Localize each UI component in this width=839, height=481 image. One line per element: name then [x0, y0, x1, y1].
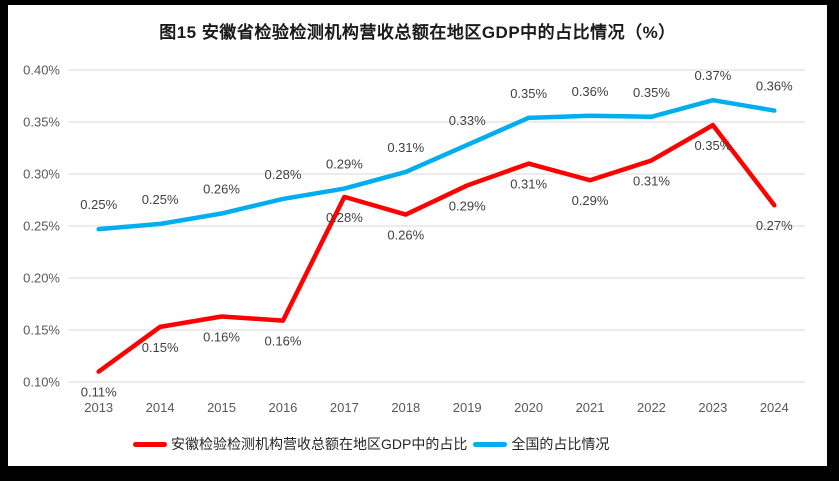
x-axis-tick-label: 2017 — [330, 400, 359, 415]
x-axis-tick-label: 2019 — [453, 400, 482, 415]
x-axis-tick-label: 2014 — [146, 400, 175, 415]
y-axis-tick-label: 0.15% — [23, 323, 60, 338]
y-axis-tick-label: 0.30% — [23, 167, 60, 182]
x-axis-tick-label: 2018 — [391, 400, 420, 415]
data-label-anhui: 0.26% — [387, 228, 424, 243]
data-label-anhui: 0.11% — [81, 385, 117, 400]
chart-canvas: 图15 安徽省检验检测机构营收总额在地区GDP中的占比情况（%） 0.10% 0.… — [8, 5, 827, 466]
legend-label-national: 全国的占比情况 — [511, 436, 610, 452]
series-line-anhui — [96, 122, 777, 374]
data-label-national: 0.26% — [203, 182, 240, 197]
x-axis-tick-label: 2024 — [760, 400, 789, 415]
data-label-national: 0.25% — [142, 192, 179, 207]
data-label-national: 0.35% — [633, 85, 670, 100]
data-label-anhui: 0.29% — [449, 198, 486, 213]
data-label-national: 0.31% — [387, 140, 424, 155]
x-axis-tick-label: 2020 — [514, 400, 543, 415]
x-axis-tick-label: 2013 — [84, 400, 113, 415]
legend-label-anhui: 安徽检验检测机构营收总额在地区GDP中的占比 — [171, 436, 468, 452]
data-label-anhui: 0.16% — [203, 329, 240, 344]
x-axis-tick-label: 2021 — [576, 400, 605, 415]
legend-swatch-national-line — [473, 441, 508, 447]
data-label-national: 0.25% — [80, 197, 117, 212]
data-label-anhui: 0.29% — [572, 193, 609, 208]
data-label-national: 0.36% — [572, 84, 609, 99]
data-label-anhui: 0.16% — [265, 334, 302, 349]
chart-title: 图15 安徽省检验检测机构营收总额在地区GDP中的占比情况（%） — [159, 23, 676, 42]
data-label-national: 0.35% — [510, 86, 547, 101]
legend: 安徽检验检测机构营收总额在地区GDP中的占比 全国的占比情况 — [133, 434, 611, 454]
data-label-anhui: 0.27% — [756, 218, 793, 233]
y-axis-tick-label: 0.20% — [23, 271, 60, 286]
data-label-anhui: 0.15% — [142, 340, 179, 355]
data-label-anhui: 0.31% — [510, 177, 547, 192]
x-axis-tick-label: 2016 — [268, 400, 297, 415]
y-axis-tick-label: 0.40% — [23, 63, 60, 78]
data-label-national: 0.33% — [449, 113, 486, 128]
data-label-national: 0.28% — [265, 167, 302, 182]
y-axis-tick-label: 0.35% — [23, 115, 60, 130]
x-axis-tick-label: 2015 — [207, 400, 236, 415]
data-label-national: 0.36% — [756, 79, 793, 94]
x-axis-tick-label: 2022 — [637, 400, 666, 415]
data-label-national: 0.37% — [694, 68, 731, 83]
data-label-anhui: 0.31% — [633, 173, 670, 188]
data-label-national: 0.29% — [326, 157, 363, 172]
legend-swatch-anhui-line — [133, 441, 167, 447]
series-line-national — [96, 97, 777, 232]
y-axis-tick-label: 0.10% — [23, 375, 60, 390]
data-label-anhui: 0.35% — [694, 138, 731, 153]
data-label-anhui: 0.28% — [326, 210, 363, 225]
x-axis-tick-label: 2023 — [698, 400, 727, 415]
y-axis-tick-label: 0.25% — [23, 219, 60, 234]
plot-area: 0.10% 0.15% 0.20% 0.25% 0.30% 0.35% 0.40% 2013 2… — [23, 63, 805, 415]
